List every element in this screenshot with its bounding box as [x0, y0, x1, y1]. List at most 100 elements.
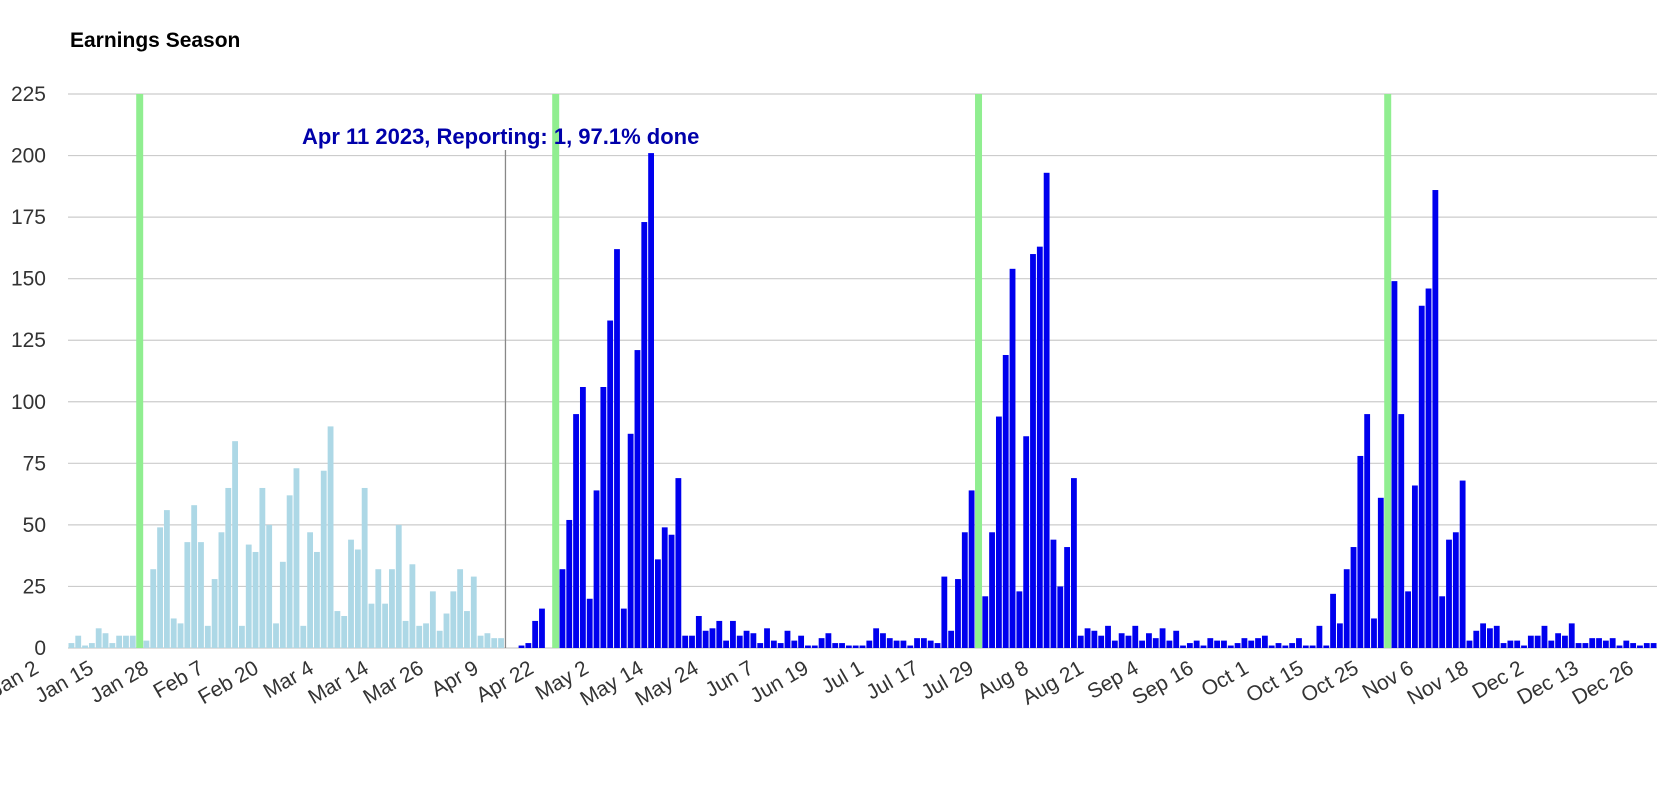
bar — [995, 416, 1002, 648]
bar — [1459, 480, 1466, 648]
bar — [341, 615, 348, 648]
bar — [859, 645, 866, 648]
bar — [1139, 640, 1146, 648]
season-start-marker — [136, 94, 144, 648]
y-tick-label: 75 — [23, 452, 46, 475]
bar — [102, 633, 109, 648]
bar — [811, 645, 818, 648]
bar — [559, 569, 566, 648]
bar — [825, 633, 832, 648]
bar — [641, 222, 648, 648]
chart-title: Earnings Season — [70, 29, 241, 52]
bar — [1023, 436, 1030, 648]
bar — [279, 561, 286, 648]
bar — [1432, 190, 1439, 648]
bar — [477, 635, 484, 648]
bar — [805, 645, 811, 648]
bar — [177, 623, 184, 648]
bar — [1514, 640, 1521, 648]
season-start-marker — [552, 94, 560, 648]
y-tick-label: 100 — [11, 391, 46, 414]
bar — [539, 608, 545, 648]
bar — [1623, 640, 1630, 648]
bar — [1071, 478, 1077, 648]
bar — [1091, 630, 1098, 648]
bar — [245, 544, 252, 648]
bar — [1248, 640, 1255, 648]
bar — [1405, 591, 1411, 648]
bar — [716, 620, 723, 648]
bar — [579, 387, 586, 648]
bar — [1439, 596, 1446, 648]
bar — [334, 611, 341, 648]
bar — [982, 596, 989, 648]
bar — [259, 487, 266, 648]
bar — [320, 470, 327, 648]
bar — [402, 620, 409, 648]
x-tick-label: Oct 15 — [1242, 656, 1307, 707]
bar — [1643, 643, 1650, 648]
bar — [1180, 645, 1186, 648]
bar — [1630, 643, 1637, 648]
x-tick-label: Jun 19 — [746, 656, 812, 707]
bar — [1562, 635, 1568, 648]
bars — [68, 153, 1657, 649]
bar — [95, 628, 102, 648]
bar — [1098, 635, 1105, 648]
bar — [82, 645, 88, 648]
x-tick-label: Oct 1 — [1198, 656, 1253, 701]
bar — [900, 640, 907, 648]
bar — [1221, 640, 1227, 648]
bar — [416, 625, 423, 648]
bar — [1159, 628, 1166, 648]
bar — [1282, 645, 1289, 648]
bar — [184, 542, 191, 648]
bar — [1637, 645, 1643, 648]
bar — [1330, 593, 1336, 648]
bar — [1473, 630, 1480, 648]
y-tick-label: 200 — [11, 145, 46, 168]
bar — [170, 618, 177, 648]
bar — [1214, 640, 1221, 648]
bar — [1575, 643, 1582, 648]
bar — [443, 613, 450, 648]
bar — [907, 645, 914, 648]
season-start-marker — [1384, 94, 1392, 648]
bar — [1009, 268, 1016, 648]
bar — [736, 635, 743, 648]
bar — [409, 564, 416, 648]
bar — [191, 505, 198, 648]
x-tick-label: Jul 29 — [917, 656, 977, 704]
bar — [920, 638, 927, 648]
bar — [1452, 532, 1459, 648]
bar — [852, 645, 859, 648]
bar — [1064, 547, 1071, 648]
bar — [886, 638, 893, 648]
bar — [252, 551, 259, 648]
bar — [1016, 591, 1023, 648]
bar — [88, 643, 95, 648]
bar — [157, 527, 163, 648]
x-tick-label: Jul 17 — [862, 656, 922, 704]
bar — [1555, 633, 1562, 648]
bar — [109, 643, 116, 648]
bar — [1336, 623, 1343, 648]
bar — [484, 633, 491, 648]
bar — [1296, 638, 1302, 648]
bar — [634, 350, 641, 648]
bar — [1364, 414, 1371, 648]
y-tick-label: 225 — [11, 83, 46, 106]
bar — [314, 551, 320, 648]
x-tick-label: Jan 15 — [31, 656, 97, 707]
bar — [1398, 414, 1405, 648]
bar — [832, 643, 839, 648]
bar — [1105, 625, 1111, 648]
bar — [948, 630, 955, 648]
bar — [730, 620, 736, 648]
bar — [586, 598, 593, 648]
bar — [1043, 172, 1050, 648]
bar — [1568, 623, 1575, 648]
bar — [116, 635, 123, 648]
bar — [225, 487, 232, 648]
